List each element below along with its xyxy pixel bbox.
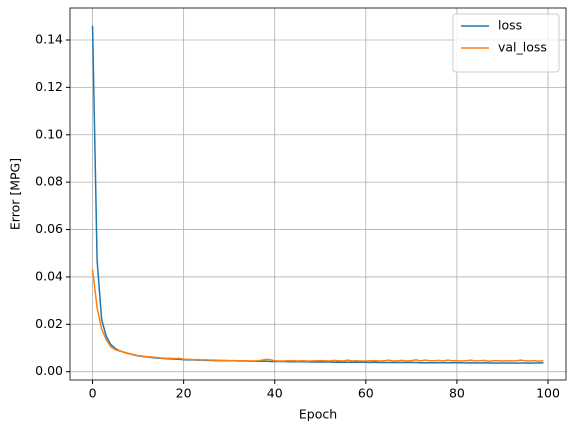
y-tick-label: 0.08 xyxy=(35,174,63,189)
x-tick-label: 20 xyxy=(176,386,192,401)
y-tick-label: 0.12 xyxy=(35,79,63,94)
y-tick-label: 0.10 xyxy=(35,126,63,141)
y-tick-label: 0.04 xyxy=(35,268,63,283)
x-tick-label: 60 xyxy=(358,386,374,401)
legend-label: loss xyxy=(498,18,522,33)
x-tick-label: 40 xyxy=(267,386,283,401)
plot-frame xyxy=(69,7,567,381)
y-tick-label: 0.14 xyxy=(35,31,63,46)
y-axis-label: Error [MPG] xyxy=(8,158,23,230)
x-axis-label: Epoch xyxy=(299,407,337,422)
series-line xyxy=(91,25,544,364)
y-tick-label: 0.02 xyxy=(35,316,63,331)
y-tick-label: 0.06 xyxy=(35,221,63,236)
x-tick-label: 80 xyxy=(449,386,465,401)
x-tick-label: 100 xyxy=(536,386,560,401)
y-tick-label: 0.00 xyxy=(35,363,63,378)
x-tick-label: 0 xyxy=(89,386,97,401)
series-line xyxy=(91,269,544,363)
legend-box xyxy=(452,13,560,73)
legend-label: val_loss xyxy=(498,40,547,55)
